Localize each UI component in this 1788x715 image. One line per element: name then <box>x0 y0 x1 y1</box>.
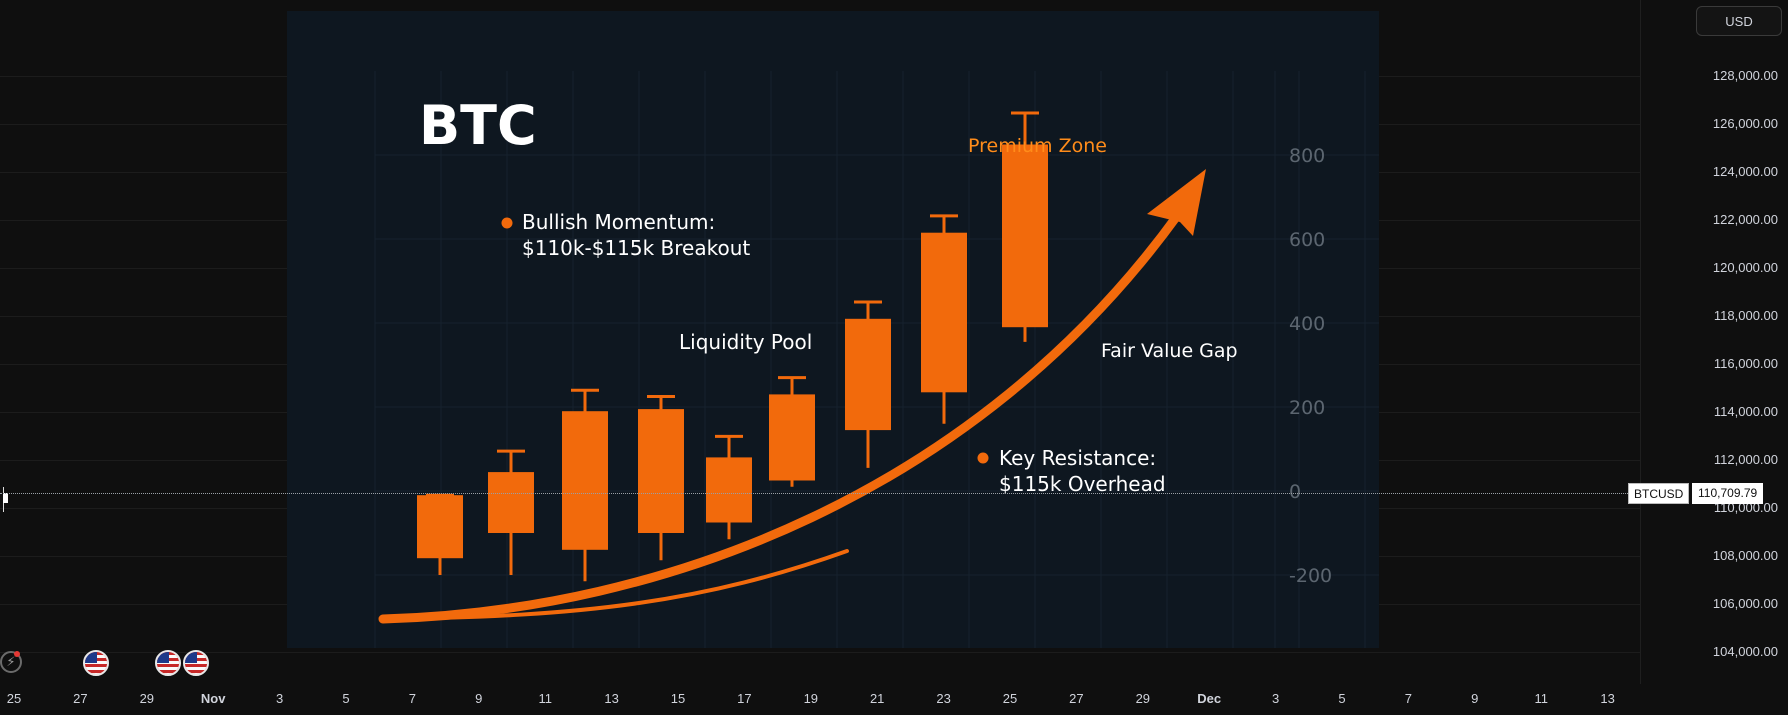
candle-body <box>845 318 891 431</box>
gridline <box>0 652 1640 653</box>
us-flag-icon[interactable] <box>83 650 109 676</box>
overlay-axis-label: 400 <box>1289 313 1325 335</box>
price-scale[interactable]: USD 128,000.00 126,000.00 124,000.00 122,00… <box>1640 0 1788 684</box>
time-axis-label: 9 <box>1471 691 1479 706</box>
time-axis-label: 9 <box>475 691 483 706</box>
candle-body <box>488 472 534 533</box>
candle-body <box>417 495 463 559</box>
chart-canvas[interactable]: 800 600 400 200 0 -200 BTC Premium Zone Bulli… <box>0 0 1640 684</box>
time-axis-label: 13 <box>604 691 619 706</box>
price-scale-label: 104,000.00 <box>1712 644 1778 659</box>
trend-arrow-body-thin <box>381 549 849 621</box>
overlay-axis-label: 200 <box>1289 397 1325 419</box>
candle-body <box>706 457 752 523</box>
price-scale-label: 112,000.00 <box>1713 452 1778 467</box>
time-axis-label: 7 <box>1404 691 1413 706</box>
price-scale-label: 106,000.00 <box>1712 596 1778 611</box>
price-scale-label: 118,000.00 <box>1713 308 1778 323</box>
key-resistance-label: Key Resistance: <box>999 446 1156 470</box>
overlay-title: BTC <box>419 94 537 157</box>
time-axis-label: 11 <box>1534 691 1548 706</box>
bullet-dot <box>501 217 513 229</box>
us-flag-icon[interactable] <box>183 650 209 676</box>
time-axis-label: 3 <box>275 691 284 706</box>
price-scale-label: 124,000.00 <box>1712 164 1778 179</box>
bullet-dot <box>977 452 989 464</box>
candle-body <box>1002 144 1048 328</box>
time-axis-label: 23 <box>936 691 951 706</box>
price-candle <box>3 487 8 512</box>
time-axis-label: 3 <box>1271 691 1280 706</box>
trend-arrowhead <box>1147 169 1206 236</box>
btc-chart-graphic: 800 600 400 200 0 -200 BTC Premium Zone Bulli… <box>374 71 1379 648</box>
time-axis-label: 27 <box>1069 691 1084 706</box>
time-axis-label: Dec <box>1197 691 1222 706</box>
overlay-axis-label: 0 <box>1289 481 1301 503</box>
flash-icon[interactable]: ⚡ <box>0 651 22 673</box>
price-scale-label: 122,000.00 <box>1712 212 1778 227</box>
time-axis-label: Nov <box>200 691 226 706</box>
time-axis[interactable]: 25 27 29 Nov 3 5 7 9 11 13 15 17 19 21 23 25 27 29 Dec 3 5 7 9… <box>0 684 1640 715</box>
btc-analysis-image[interactable]: 800 600 400 200 0 -200 BTC Premium Zone Bulli… <box>287 11 1379 648</box>
time-axis-label: 11 <box>538 691 552 706</box>
price-scale-label: 128,000.00 <box>1712 68 1778 83</box>
notification-dot <box>14 651 20 657</box>
fair-value-gap-label: Fair Value Gap <box>1101 340 1238 362</box>
candle-body <box>562 411 608 550</box>
overlay-axis-label: -200 <box>1289 565 1332 587</box>
time-axis-label: 19 <box>803 691 819 706</box>
time-axis-label: 25 <box>6 691 22 706</box>
time-axis-label: 29 <box>1135 691 1151 706</box>
time-axis-label: 15 <box>670 691 686 706</box>
overlay-axis-label: 800 <box>1289 145 1325 167</box>
time-axis-label: 13 <box>1600 691 1615 706</box>
price-scale-label: 126,000.00 <box>1712 116 1778 131</box>
price-scale-label: 114,000.00 <box>1713 404 1778 419</box>
premium-zone-label: Premium Zone <box>968 135 1107 157</box>
currency-selector[interactable]: USD <box>1696 6 1782 36</box>
bullish-range-label: $110k-$115k Breakout <box>522 236 750 260</box>
price-scale-label: 116,000.00 <box>1713 356 1778 371</box>
price-scale-label: 108,000.00 <box>1712 548 1778 563</box>
candle-body <box>921 232 967 393</box>
time-axis-label: 5 <box>1338 691 1346 706</box>
candle-body <box>638 409 684 533</box>
time-axis-label: 25 <box>1002 691 1018 706</box>
time-axis-label: 29 <box>139 691 155 706</box>
price-scale-label: 120,000.00 <box>1712 260 1778 275</box>
time-axis-label: 21 <box>869 691 885 706</box>
time-axis-label: 5 <box>342 691 350 706</box>
symbol-tag: BTCUSD <box>1628 483 1690 504</box>
crosshair-line <box>0 493 1640 494</box>
candle-body <box>769 394 815 481</box>
bullish-momentum-label: Bullish Momentum: <box>522 210 715 234</box>
overlay-axis-label: 600 <box>1289 229 1325 251</box>
time-axis-label: 7 <box>408 691 417 706</box>
us-flag-icon[interactable] <box>155 650 181 676</box>
liquidity-pool-label: Liquidity Pool <box>679 330 812 354</box>
key-resistance-value-label: $115k Overhead <box>999 472 1166 496</box>
crosshair-price-tag: 110,709.79 <box>1692 483 1764 504</box>
trend-arrow <box>378 211 1182 624</box>
time-axis-label: 17 <box>737 691 752 706</box>
time-axis-label: 27 <box>73 691 88 706</box>
